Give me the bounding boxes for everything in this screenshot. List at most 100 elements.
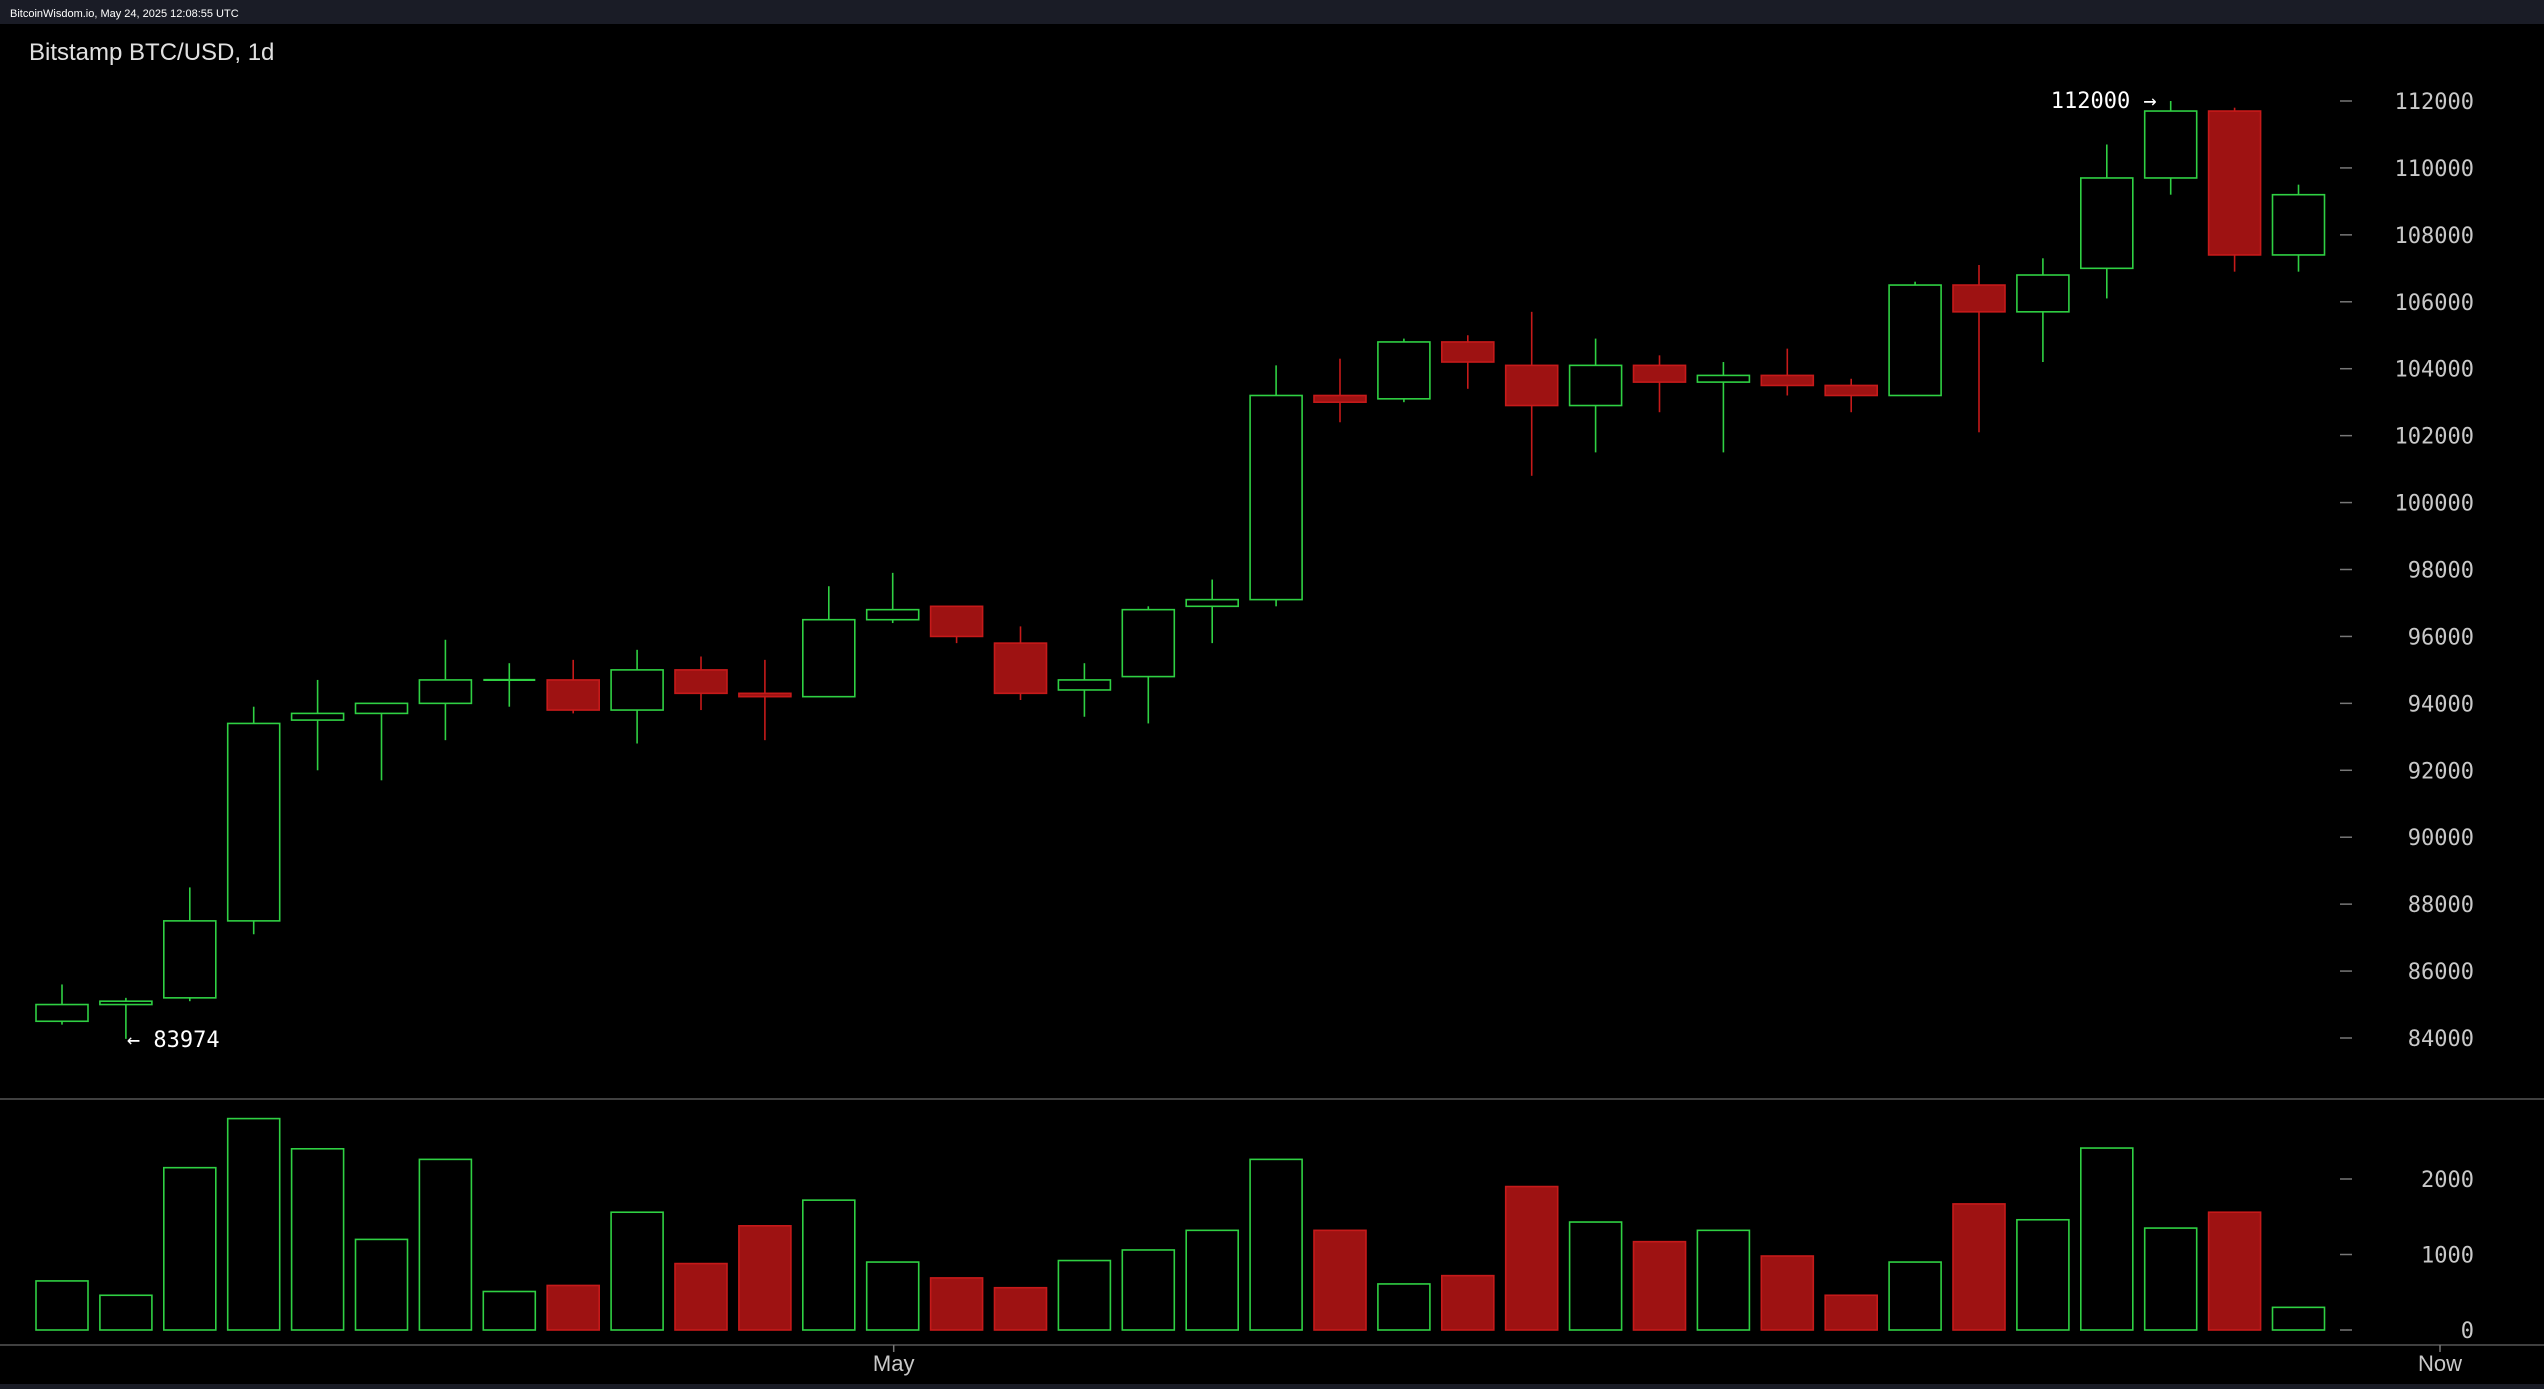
candle-body: [1057, 679, 1112, 691]
candle[interactable]: [2143, 101, 2198, 195]
candle-body: [1121, 608, 1176, 678]
candle[interactable]: [929, 605, 984, 644]
candle-body: [2016, 274, 2070, 313]
candle-body: [546, 679, 601, 711]
candle-body: [1377, 341, 1431, 400]
time-axis: May Now: [873, 1345, 2462, 1376]
price-tick-label: 98000: [2408, 559, 2474, 584]
price-tick-label: 84000: [2408, 1027, 2474, 1052]
candle-body: [354, 702, 409, 715]
candle[interactable]: [1696, 362, 1751, 453]
chart-title: Bitstamp BTC/USD, 1d: [29, 39, 274, 66]
candle-body: [226, 722, 281, 922]
site-timestamp: BitcoinWisdom.io, May 24, 2025 12:08:55 …: [10, 8, 239, 20]
volume-bar: [929, 1277, 984, 1331]
candle[interactable]: [2207, 107, 2262, 272]
candle-body: [2271, 193, 2326, 256]
candle[interactable]: [1249, 365, 1303, 607]
candle-body: [674, 669, 728, 695]
volume-bar: [2271, 1306, 2326, 1331]
price-axis: 84000 86000 88000 90000 92000 94000 96000 98000…: [2340, 90, 2474, 1052]
candle[interactable]: [610, 649, 664, 744]
candle-body: [1696, 374, 1751, 383]
volume-bar: [2080, 1147, 2134, 1331]
candle-body: [865, 608, 920, 621]
volume-bar: [35, 1280, 89, 1331]
candle[interactable]: [226, 706, 281, 935]
candle[interactable]: [35, 984, 89, 1025]
candle[interactable]: [1121, 606, 1176, 724]
candle-body: [1568, 364, 1623, 407]
volume-bar: [1568, 1221, 1623, 1331]
candle[interactable]: [1568, 338, 1623, 453]
candle[interactable]: [1760, 348, 1815, 396]
candle[interactable]: [1185, 579, 1239, 644]
candle[interactable]: [163, 887, 217, 1002]
volume-bar: [226, 1117, 281, 1331]
candle-body: [1888, 284, 1942, 397]
volume-tick-label: 1000: [2421, 1244, 2474, 1269]
price-tick-label: 90000: [2408, 826, 2474, 851]
candle[interactable]: [801, 586, 856, 698]
candle[interactable]: [2016, 258, 2070, 363]
volume-bar: [418, 1158, 473, 1331]
candle[interactable]: [1377, 338, 1431, 403]
candle[interactable]: [1824, 378, 1878, 413]
price-tick-label: 110000: [2395, 157, 2474, 182]
volume-bar: [1249, 1158, 1303, 1331]
candle-body: [1824, 384, 1878, 397]
candle-body: [2207, 110, 2262, 256]
price-tick-label: 100000: [2395, 492, 2474, 517]
candle[interactable]: [674, 656, 728, 711]
candle[interactable]: [354, 702, 409, 781]
candle-body: [738, 692, 792, 698]
candle-body: [1760, 374, 1815, 387]
candle[interactable]: [1504, 311, 1559, 476]
candle-body: [35, 1003, 89, 1023]
volume-bar: [1121, 1249, 1176, 1331]
volume-bar: [2016, 1218, 2070, 1331]
candle-body: [929, 605, 984, 638]
volume-bar: [1888, 1261, 1942, 1331]
volume-bar: [674, 1262, 728, 1331]
candle[interactable]: [1952, 264, 2006, 433]
volume-bar: [2207, 1211, 2262, 1331]
price-tick-label: 88000: [2408, 893, 2474, 918]
candle[interactable]: [2080, 144, 2134, 299]
candle[interactable]: [546, 659, 601, 714]
candle[interactable]: [1057, 663, 1112, 717]
candle-body: [1632, 364, 1687, 383]
price-tick-label: 106000: [2395, 291, 2474, 316]
candle-body: [801, 618, 856, 698]
volume-bar: [99, 1294, 153, 1331]
candle[interactable]: [290, 679, 345, 771]
candle[interactable]: [1888, 281, 1942, 397]
candle-body: [1504, 364, 1559, 407]
candle[interactable]: [99, 997, 153, 1039]
price-tick-label: 108000: [2395, 224, 2474, 249]
price-tick-label: 112000: [2395, 90, 2474, 115]
candle-body: [99, 1000, 153, 1006]
candle[interactable]: [993, 626, 1048, 701]
candle[interactable]: [738, 659, 792, 741]
volume-bar: [2143, 1227, 2198, 1331]
time-tick-label: May: [873, 1351, 915, 1376]
candle[interactable]: [865, 572, 920, 624]
candle-body: [418, 679, 473, 705]
candle[interactable]: [1313, 358, 1367, 423]
candle[interactable]: [1632, 355, 1687, 413]
candle[interactable]: [1441, 335, 1495, 389]
volume-bar: [354, 1238, 409, 1331]
volume-bar: [163, 1166, 217, 1331]
candle[interactable]: [2271, 184, 2326, 272]
volume-bar: [1185, 1229, 1239, 1331]
volume-bar: [1377, 1283, 1431, 1331]
candle[interactable]: [418, 639, 473, 741]
volume-axis: 0 1000 2000: [2340, 1168, 2474, 1344]
candle[interactable]: [483, 663, 536, 707]
price-tick-label: 102000: [2395, 425, 2474, 450]
candle-body: [2143, 110, 2198, 179]
volume-bar: [290, 1148, 345, 1331]
